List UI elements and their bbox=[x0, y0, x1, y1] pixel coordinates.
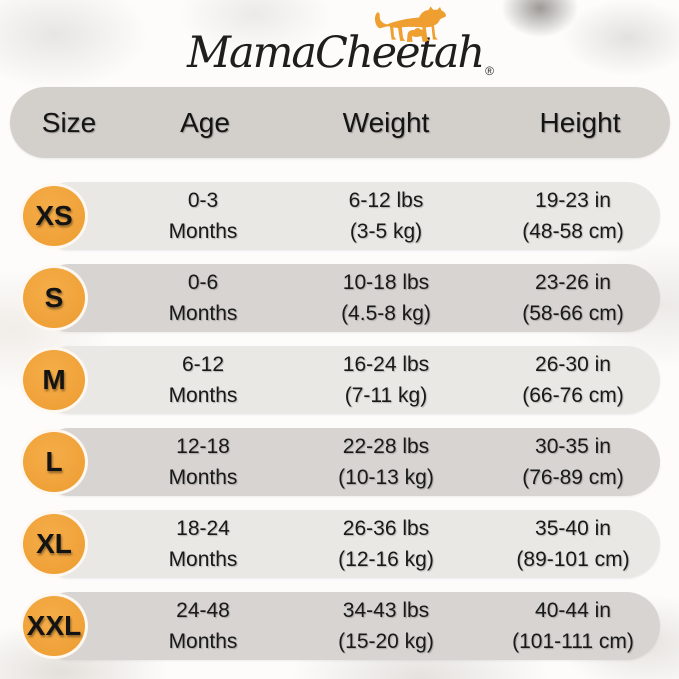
row-pill: 0-3 Months 6-12 lbs (3-5 kg) 19-23 in (4… bbox=[36, 182, 660, 250]
height-in: 35-40 in bbox=[535, 517, 611, 540]
age-range: 24-48 bbox=[176, 599, 230, 622]
weight-lbs: 26-36 lbs bbox=[342, 517, 430, 540]
height-in: 30-35 in bbox=[535, 435, 611, 458]
weight-lbs: 22-28 lbs bbox=[342, 435, 430, 458]
table-row: 0-6 Months 10-18 lbs (4.5-8 kg) 23-26 in… bbox=[0, 264, 679, 332]
age-cell: 18-24 Months bbox=[120, 513, 286, 575]
table-row: 24-48 Months 34-43 lbs (15-20 kg) 40-44 … bbox=[0, 592, 679, 660]
height-cm: (48-58 cm) bbox=[522, 220, 624, 243]
row-pill: 12-18 Months 22-28 lbs (10-13 kg) 30-35 … bbox=[36, 428, 660, 496]
weight-kg: (10-13 kg) bbox=[338, 466, 434, 489]
weight-cell: 26-36 lbs (12-16 kg) bbox=[286, 513, 486, 575]
weight-lbs: 10-18 lbs bbox=[342, 271, 430, 294]
height-cell: 19-23 in (48-58 cm) bbox=[486, 185, 660, 247]
weight-lbs: 6-12 lbs bbox=[348, 189, 424, 212]
row-pill: 6-12 Months 16-24 lbs (7-11 kg) 26-30 in… bbox=[36, 346, 660, 414]
height-cm: (101-111 cm) bbox=[512, 630, 634, 653]
row-pill: 0-6 Months 10-18 lbs (4.5-8 kg) 23-26 in… bbox=[36, 264, 660, 332]
age-unit: Months bbox=[168, 220, 238, 243]
table-row: 12-18 Months 22-28 lbs (10-13 kg) 30-35 … bbox=[0, 428, 679, 496]
height-cell: 26-30 in (66-76 cm) bbox=[486, 349, 660, 411]
age-range: 12-18 bbox=[176, 435, 230, 458]
weight-cell: 16-24 lbs (7-11 kg) bbox=[286, 349, 486, 411]
height-cm: (89-101 cm) bbox=[516, 548, 630, 571]
age-unit: Months bbox=[168, 548, 238, 571]
weight-lbs: 16-24 lbs bbox=[342, 353, 430, 376]
weight-kg: (3-5 kg) bbox=[349, 220, 423, 243]
age-unit: Months bbox=[168, 466, 238, 489]
brand-logo: MamaCheetah ® bbox=[0, 6, 679, 86]
weight-cell: 22-28 lbs (10-13 kg) bbox=[286, 431, 486, 493]
table-row: 0-3 Months 6-12 lbs (3-5 kg) 19-23 in (4… bbox=[0, 182, 679, 250]
height-in: 40-44 in bbox=[535, 599, 611, 622]
age-range: 18-24 bbox=[176, 517, 230, 540]
age-cell: 6-12 Months bbox=[120, 349, 286, 411]
cheetah-icon bbox=[374, 6, 446, 42]
weight-cell: 6-12 lbs (3-5 kg) bbox=[286, 185, 486, 247]
size-badge: XL bbox=[20, 511, 88, 577]
table-header-row: Size Age Weight Height bbox=[10, 87, 670, 158]
registered-trademark: ® bbox=[485, 64, 495, 78]
header-size: Size bbox=[41, 106, 97, 138]
age-unit: Months bbox=[168, 630, 238, 653]
height-cell: 35-40 in (89-101 cm) bbox=[486, 513, 660, 575]
age-unit: Months bbox=[168, 384, 238, 407]
size-badge: XS bbox=[20, 183, 88, 249]
header-weight: Weight bbox=[342, 106, 430, 138]
age-cell: 0-6 Months bbox=[120, 267, 286, 329]
weight-kg: (15-20 kg) bbox=[338, 630, 434, 653]
height-in: 26-30 in bbox=[535, 353, 611, 376]
height-cm: (58-66 cm) bbox=[522, 302, 624, 325]
header-age: Age bbox=[180, 106, 230, 138]
weight-kg: (4.5-8 kg) bbox=[341, 302, 431, 325]
size-badge: S bbox=[20, 265, 88, 331]
age-cell: 24-48 Months bbox=[120, 595, 286, 657]
age-range: 0-6 bbox=[187, 271, 219, 294]
row-pill: 18-24 Months 26-36 lbs (12-16 kg) 35-40 … bbox=[36, 510, 660, 578]
age-cell: 0-3 Months bbox=[120, 185, 286, 247]
size-badge: L bbox=[20, 429, 88, 495]
table-row: 6-12 Months 16-24 lbs (7-11 kg) 26-30 in… bbox=[0, 346, 679, 414]
height-cell: 23-26 in (58-66 cm) bbox=[486, 267, 660, 329]
age-range: 6-12 bbox=[181, 353, 225, 376]
age-range: 0-3 bbox=[187, 189, 219, 212]
size-badge: M bbox=[20, 347, 88, 413]
weight-cell: 34-43 lbs (15-20 kg) bbox=[286, 595, 486, 657]
height-cell: 40-44 in (101-111 cm) bbox=[486, 595, 660, 657]
age-cell: 12-18 Months bbox=[120, 431, 286, 493]
weight-cell: 10-18 lbs (4.5-8 kg) bbox=[286, 267, 486, 329]
row-pill: 24-48 Months 34-43 lbs (15-20 kg) 40-44 … bbox=[36, 592, 660, 660]
weight-kg: (7-11 kg) bbox=[344, 384, 428, 407]
brand-logo-wrap: MamaCheetah ® bbox=[187, 6, 495, 86]
weight-kg: (12-16 kg) bbox=[338, 548, 434, 571]
header-height: Height bbox=[539, 106, 621, 138]
height-cell: 30-35 in (76-89 cm) bbox=[486, 431, 660, 493]
height-cm: (66-76 cm) bbox=[522, 384, 624, 407]
height-in: 19-23 in bbox=[535, 189, 611, 212]
age-unit: Months bbox=[168, 302, 238, 325]
weight-lbs: 34-43 lbs bbox=[342, 599, 430, 622]
table-row: 18-24 Months 26-36 lbs (12-16 kg) 35-40 … bbox=[0, 510, 679, 578]
height-cm: (76-89 cm) bbox=[522, 466, 624, 489]
height-in: 23-26 in bbox=[535, 271, 611, 294]
size-badge: XXL bbox=[20, 593, 88, 659]
